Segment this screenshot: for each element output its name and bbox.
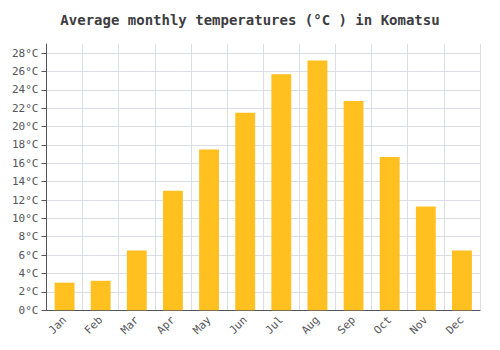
svg-text:Jan: Jan bbox=[46, 314, 69, 337]
svg-text:Sep: Sep bbox=[335, 314, 358, 337]
svg-text:6°C: 6°C bbox=[19, 249, 39, 262]
svg-text:Apr: Apr bbox=[154, 313, 177, 336]
svg-text:26°C: 26°C bbox=[12, 65, 39, 78]
svg-text:4°C: 4°C bbox=[19, 267, 39, 280]
svg-text:28°C: 28°C bbox=[12, 47, 39, 60]
svg-text:22°C: 22°C bbox=[12, 102, 39, 115]
svg-text:18°C: 18°C bbox=[12, 138, 39, 151]
svg-text:Dec: Dec bbox=[443, 314, 466, 337]
svg-text:Feb: Feb bbox=[82, 314, 105, 337]
svg-text:Jul: Jul bbox=[263, 314, 286, 337]
svg-text:16°C: 16°C bbox=[12, 157, 39, 170]
svg-text:20°C: 20°C bbox=[12, 120, 39, 133]
svg-text:Mar: Mar bbox=[118, 313, 141, 336]
svg-text:24°C: 24°C bbox=[12, 83, 39, 96]
svg-text:May: May bbox=[190, 313, 213, 336]
svg-text:Nov: Nov bbox=[407, 313, 430, 336]
svg-text:8°C: 8°C bbox=[19, 230, 39, 243]
svg-text:0°C: 0°C bbox=[19, 304, 39, 317]
svg-text:Oct: Oct bbox=[371, 314, 394, 337]
svg-text:Jun: Jun bbox=[227, 314, 250, 337]
svg-text:14°C: 14°C bbox=[12, 175, 39, 188]
svg-text:2°C: 2°C bbox=[19, 285, 39, 298]
svg-text:12°C: 12°C bbox=[12, 194, 39, 207]
svg-text:Aug: Aug bbox=[299, 314, 322, 337]
svg-text:Average monthly temperatures (: Average monthly temperatures (°C ) in Ko… bbox=[60, 12, 439, 28]
svg-text:10°C: 10°C bbox=[12, 212, 39, 225]
